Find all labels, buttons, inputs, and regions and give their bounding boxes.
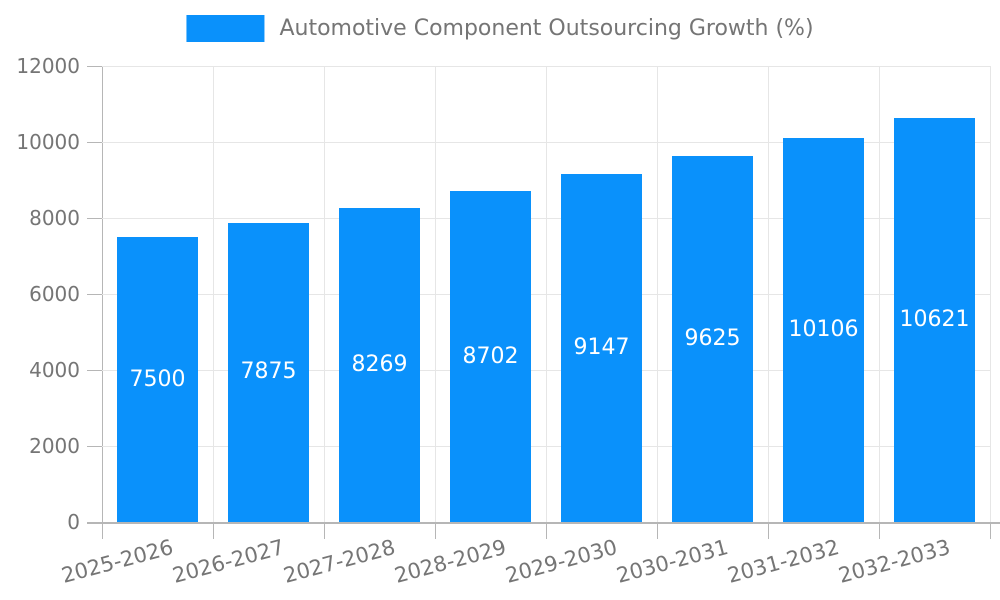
y-tick-label: 8000 [29, 206, 80, 230]
gridline-vertical [879, 66, 880, 522]
y-axis-line [102, 66, 103, 538]
y-axis-tick [87, 522, 102, 523]
gridline-vertical [546, 66, 547, 522]
bar-value-label: 8269 [351, 351, 408, 377]
y-tick-label: 0 [67, 510, 80, 534]
bar-value-label: 7875 [240, 359, 297, 385]
bar-value-label: 10621 [899, 307, 970, 333]
x-axis-tick [435, 523, 436, 539]
x-tick-label: 2028-2029 [391, 535, 509, 588]
bar-value-label: 10106 [788, 316, 859, 342]
x-axis-tick [324, 523, 325, 539]
bar[interactable]: 7500 [117, 237, 198, 522]
x-tick-label: 2032-2033 [835, 535, 953, 588]
x-axis-tick [657, 523, 658, 539]
x-tick-label: 2031-2032 [724, 535, 842, 588]
y-tick-label: 4000 [29, 358, 80, 382]
gridline-vertical [435, 66, 436, 522]
y-axis-tick [87, 370, 102, 371]
x-tick-label: 2026-2027 [169, 535, 287, 588]
x-axis-tick [213, 523, 214, 539]
gridline-vertical [657, 66, 658, 522]
x-axis-tick [990, 523, 991, 539]
y-axis-tick [87, 142, 102, 143]
plot-area: 0 2000 4000 6000 8000 10000 12000 7500 7875 8269 8… [16, 55, 1000, 588]
bar-value-label: 8702 [462, 343, 519, 369]
y-tick-label: 10000 [16, 130, 80, 154]
legend-swatch [186, 15, 265, 42]
x-tick-label: 2025-2026 [58, 535, 176, 588]
bar[interactable]: 7875 [228, 222, 309, 522]
y-axis-tick [87, 294, 102, 295]
bar-value-label: 7500 [129, 366, 186, 392]
bar-value-label: 9147 [573, 335, 630, 361]
bar[interactable]: 8702 [450, 191, 531, 522]
bar[interactable]: 10621 [894, 118, 975, 522]
x-axis-tick [102, 523, 103, 539]
y-tick-label: 2000 [29, 434, 80, 458]
x-tick-label: 2027-2028 [280, 535, 398, 588]
x-axis-tick [879, 523, 880, 539]
x-tick-label: 2030-2031 [613, 535, 731, 588]
bar[interactable]: 8269 [339, 207, 420, 522]
y-tick-label: 12000 [16, 54, 80, 78]
x-axis-line [87, 522, 1000, 524]
gridline-vertical [324, 66, 325, 522]
gridline-vertical [768, 66, 769, 522]
bar[interactable]: 10106 [783, 137, 864, 522]
y-tick-label: 6000 [29, 282, 80, 306]
legend-label: Automotive Component Outsourcing Growth … [279, 16, 814, 41]
x-axis-tick [768, 523, 769, 539]
legend-item[interactable]: Automotive Component Outsourcing Growth … [186, 15, 814, 42]
y-axis-tick [87, 446, 102, 447]
gridline-vertical [990, 66, 991, 522]
x-tick-label: 2029-2030 [502, 535, 620, 588]
x-axis-tick [546, 523, 547, 539]
bar[interactable]: 9625 [672, 156, 753, 522]
gridline-vertical [213, 66, 214, 522]
y-axis-tick [87, 66, 102, 67]
bar[interactable]: 9147 [561, 174, 642, 522]
bar-value-label: 9625 [684, 326, 741, 352]
y-axis-tick [87, 218, 102, 219]
